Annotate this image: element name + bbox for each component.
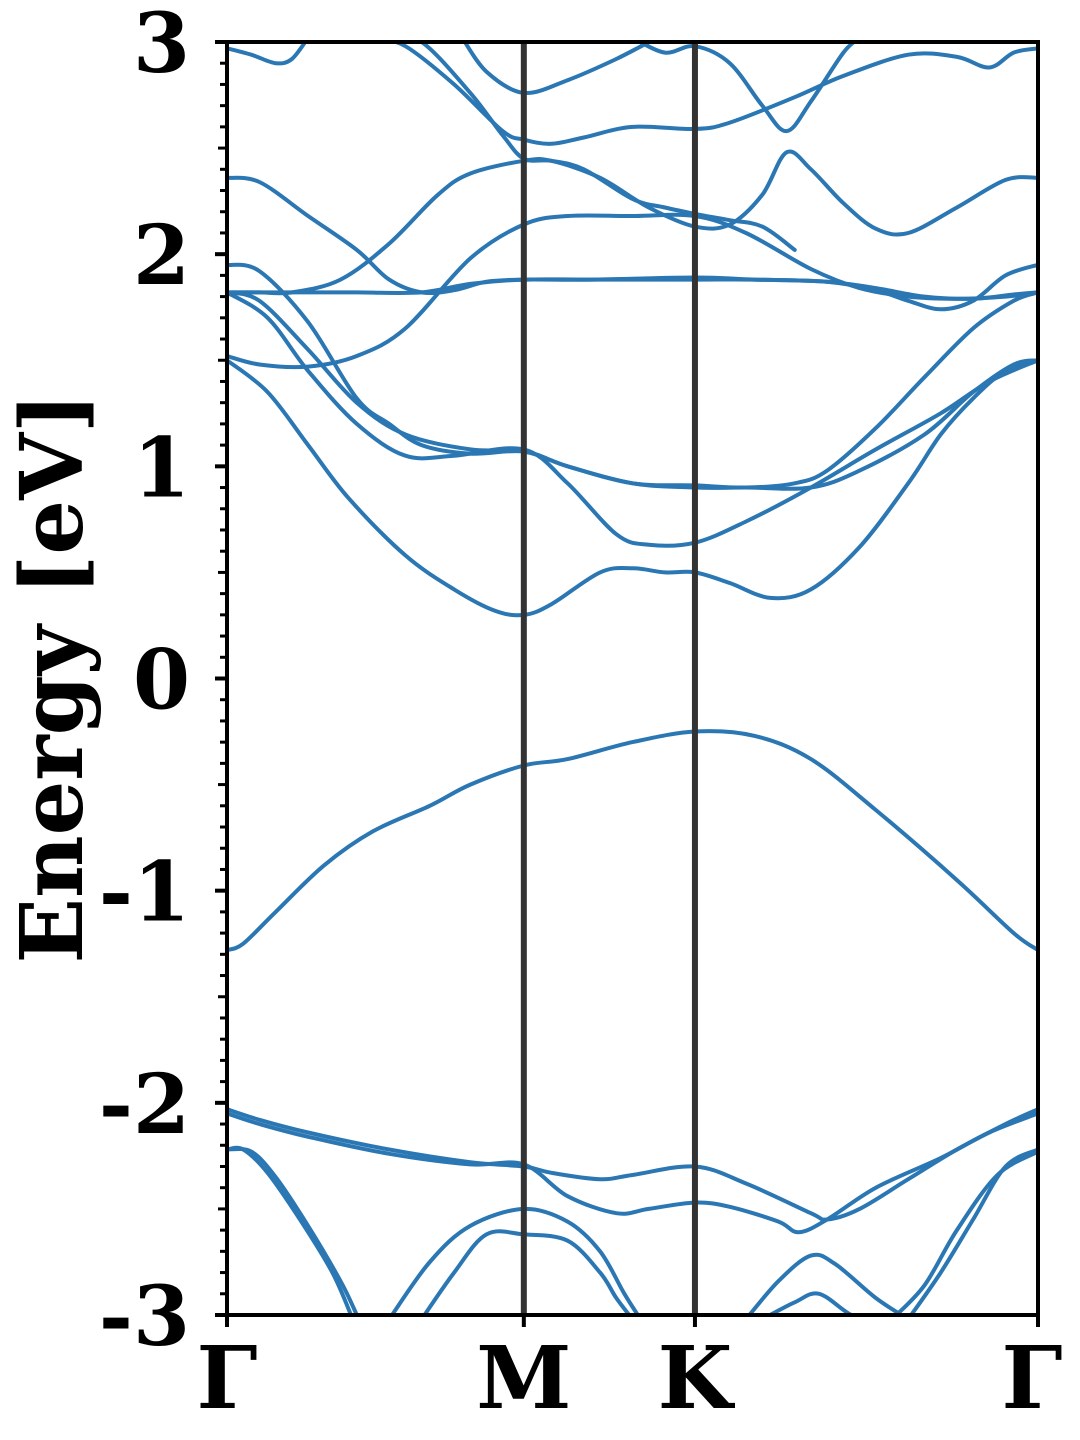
band-line-13	[462, 42, 654, 95]
band-line-6	[227, 262, 1038, 490]
y-tick-label: 3	[133, 0, 190, 92]
y-axis-title: Energy [eV]	[2, 393, 103, 964]
band-line-22	[765, 1291, 858, 1315]
y-tick-label: 2	[133, 208, 190, 304]
band-line-15	[227, 1107, 1038, 1222]
band-line-14	[636, 42, 858, 134]
band-line-10	[227, 42, 308, 66]
band-lines	[227, 42, 1038, 1315]
band-line-4	[227, 290, 1038, 548]
band-line-1	[227, 729, 1038, 953]
band-line-12	[417, 42, 797, 252]
band-line-24	[893, 1149, 1038, 1315]
plot-frame	[225, 40, 1040, 1317]
band-line-7	[227, 149, 1038, 296]
band-line-19	[422, 1229, 632, 1315]
y-tick-label: -1	[99, 845, 190, 941]
x-tick-label-Γ: Γ	[1001, 1328, 1062, 1429]
band-line-23	[908, 1147, 1038, 1315]
band-line-18	[227, 1145, 354, 1315]
x-tick-label-Γ: Γ	[196, 1328, 257, 1429]
x-tick-label-K: K	[658, 1328, 736, 1429]
y-tick-label: -3	[99, 1269, 190, 1365]
y-tick-label: -2	[99, 1057, 190, 1153]
band-line-9	[227, 277, 1038, 301]
band-line-5	[227, 290, 1038, 491]
y-ticks: 3 2 1 0 -1 -2 -3	[99, 0, 227, 1365]
band-line-2	[227, 358, 1038, 618]
y-tick-label: 0	[133, 633, 190, 729]
band-line-21	[746, 1252, 906, 1315]
high-symmetry-dividers	[520, 42, 698, 1315]
band-line-16	[227, 1111, 1038, 1235]
band-line-20	[389, 1206, 641, 1315]
y-tick-label: 1	[133, 420, 190, 516]
x-tick-label-M: M	[476, 1328, 571, 1429]
band-line-17	[227, 1146, 359, 1315]
